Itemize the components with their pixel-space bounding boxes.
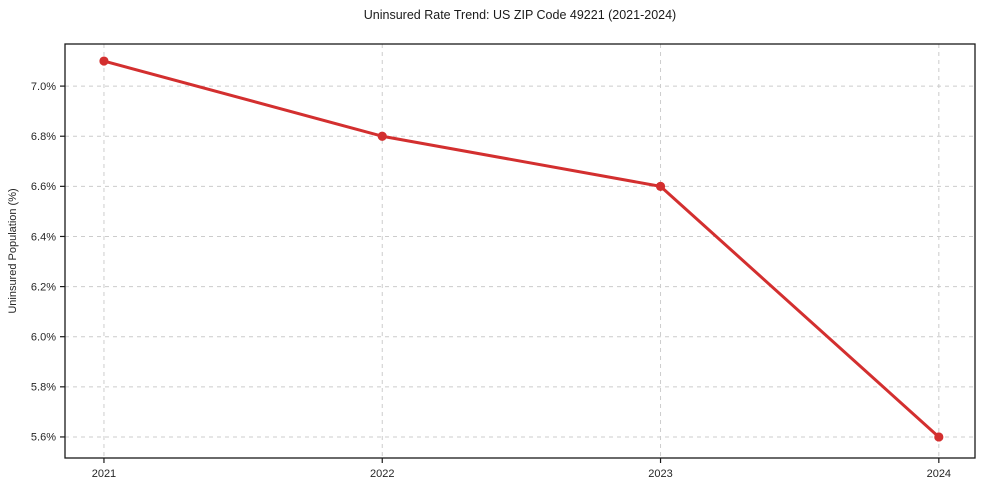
- y-tick-label: 6.2%: [31, 281, 56, 293]
- y-tick-label: 7.0%: [31, 81, 56, 93]
- data-point-marker: [655, 181, 666, 191]
- y-tick-label: 6.6%: [31, 181, 56, 193]
- y-tick-label: 6.0%: [31, 332, 56, 344]
- x-tick-label: 2022: [370, 468, 394, 480]
- y-tick-label: 5.8%: [31, 382, 56, 394]
- x-tick-label: 2024: [927, 468, 951, 480]
- y-tick-label: 6.4%: [31, 231, 56, 243]
- x-tick-label: 2023: [648, 468, 672, 480]
- y-tick-label: 5.6%: [31, 432, 56, 444]
- chart-title: Uninsured Rate Trend: US ZIP Code 49221 …: [363, 8, 677, 22]
- y-tick-label: 6.8%: [31, 131, 56, 143]
- trend-line: [102, 59, 941, 439]
- plot-border: [64, 43, 976, 459]
- data-point-marker: [377, 131, 387, 141]
- data-point-marker: [99, 56, 109, 66]
- data-point-marker: [934, 432, 944, 442]
- x-tick-label: 2021: [92, 468, 116, 480]
